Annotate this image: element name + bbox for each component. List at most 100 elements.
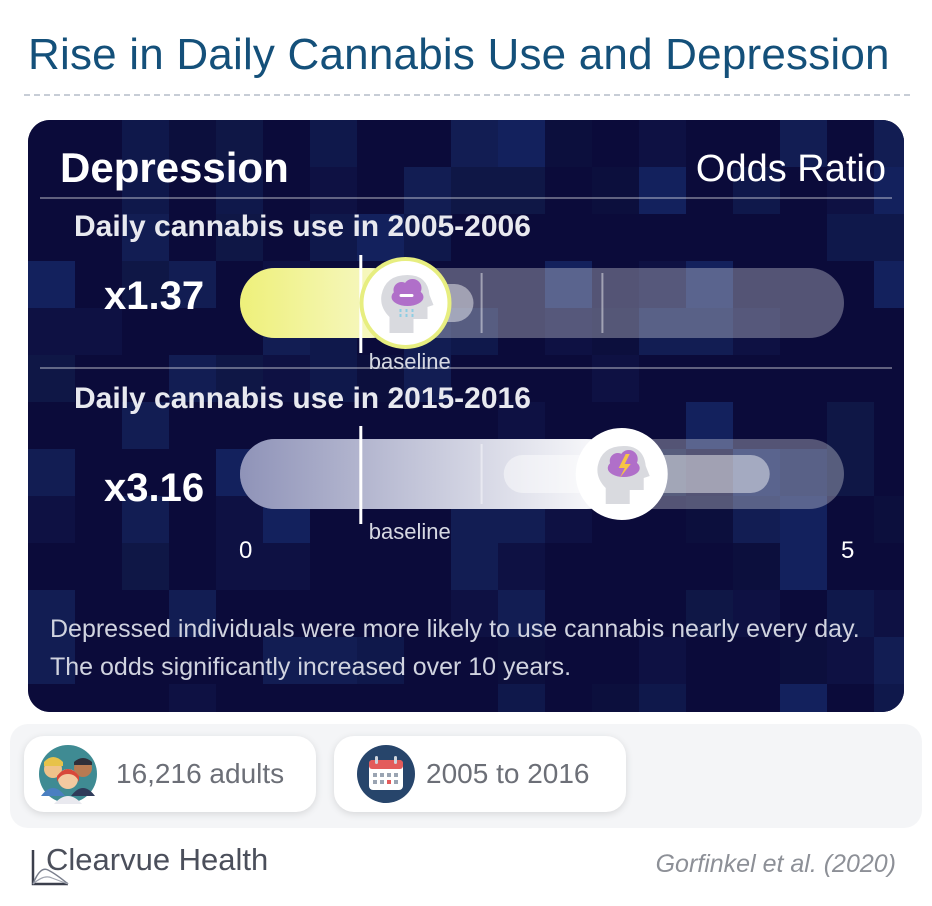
- background-tile: [122, 261, 169, 308]
- background-tile: [592, 355, 639, 402]
- background-tile: [357, 637, 404, 684]
- background-tile: [404, 214, 451, 261]
- background-tile: [639, 120, 686, 167]
- background-tile: [451, 590, 498, 637]
- background-tile: [686, 590, 733, 637]
- background-tile: [75, 308, 122, 355]
- background-tile: [733, 449, 780, 496]
- background-tile: [733, 496, 780, 543]
- background-tile: [827, 637, 874, 684]
- background-tile: [28, 308, 75, 355]
- background-tile: [310, 355, 357, 402]
- background-tile: [28, 590, 75, 637]
- background-tile: [310, 120, 357, 167]
- background-tile: [780, 449, 827, 496]
- background-tile: [874, 261, 904, 308]
- background-tile: [122, 543, 169, 590]
- background-tile: [169, 355, 216, 402]
- background-tile: [827, 214, 874, 261]
- metric-label: Odds Ratio: [695, 148, 886, 190]
- citation: Gorfinkel et al. (2020): [655, 850, 896, 878]
- background-tile: [122, 402, 169, 449]
- background-tile: [451, 120, 498, 167]
- title-divider: [24, 94, 910, 96]
- background-tile: [592, 684, 639, 712]
- background-tile: [169, 261, 216, 308]
- date-range-chip: 2005 to 2016: [334, 736, 626, 812]
- background-tile: [874, 496, 904, 543]
- date-range-label: 2005 to 2016: [426, 758, 590, 789]
- background-tile: [780, 684, 827, 712]
- background-tile: [310, 637, 357, 684]
- background-tile: [122, 120, 169, 167]
- background-tile: [122, 214, 169, 261]
- head-rain-cloud-icon: [359, 257, 452, 349]
- background-tile: [639, 308, 686, 355]
- background-tile: [686, 402, 733, 449]
- background-tile: [404, 355, 451, 402]
- background-tile: [686, 308, 733, 355]
- background-tile: [874, 590, 904, 637]
- background-tile: [874, 120, 904, 167]
- background-tile: [216, 167, 263, 214]
- background-tile: [498, 590, 545, 637]
- background-tile: [122, 496, 169, 543]
- background-tile: [498, 684, 545, 712]
- background-tile: [639, 684, 686, 712]
- background-tile: [216, 355, 263, 402]
- background-tile: [122, 167, 169, 214]
- brand-mark-icon: [31, 850, 69, 886]
- chart-title: Depression: [60, 144, 289, 191]
- background-tile: [733, 167, 780, 214]
- background-tile: [310, 167, 357, 214]
- value-label-1: x1.37: [104, 274, 205, 318]
- x-tick-label-max: 5: [841, 537, 855, 564]
- background-tile: [780, 637, 827, 684]
- baseline-label-1: baseline: [368, 349, 451, 374]
- header-divider: [40, 197, 892, 199]
- background-tile: [169, 590, 216, 637]
- panel-background: [28, 120, 904, 712]
- sample-size-chip: 16,216 adults: [24, 736, 316, 812]
- calendar-icon: [357, 745, 415, 803]
- background-tile: [827, 449, 874, 496]
- background-tile: [28, 637, 75, 684]
- background-tile: [357, 214, 404, 261]
- category-label-1: Daily cannabis use in 2005-2006: [74, 210, 531, 243]
- background-tile: [686, 496, 733, 543]
- cloud-stripe: [399, 294, 414, 297]
- bar: [240, 439, 622, 509]
- chart-panel: Depression Odds Ratio Daily cannabis use…: [28, 120, 904, 712]
- background-tile: [874, 214, 904, 261]
- background-tile: [545, 261, 592, 308]
- brand-name: Clearvue Health: [46, 842, 269, 877]
- background-tile: [451, 543, 498, 590]
- row-divider: [40, 367, 892, 369]
- background-tile: [28, 496, 75, 543]
- category-label-2: Daily cannabis use in 2015-2016: [74, 382, 531, 415]
- background-tile: [216, 543, 263, 590]
- background-tile: [169, 684, 216, 712]
- background-tile: [639, 637, 686, 684]
- background-tile: [639, 167, 686, 214]
- chart-caption: Depressed individuals were more likely t…: [50, 615, 860, 681]
- background-tile: [216, 496, 263, 543]
- background-tile: [28, 449, 75, 496]
- background-tile: [639, 261, 686, 308]
- background-tile: [827, 402, 874, 449]
- background-tile: [874, 684, 904, 712]
- background-tile: [874, 637, 904, 684]
- background-tile: [733, 590, 780, 637]
- baseline-label-2: baseline: [368, 519, 451, 544]
- background-tile: [310, 214, 357, 261]
- background-tile: [498, 167, 545, 214]
- background-tile: [498, 120, 545, 167]
- background-tile: [827, 590, 874, 637]
- background-tile: [498, 543, 545, 590]
- background-tile: [404, 167, 451, 214]
- background-tile: [780, 543, 827, 590]
- background-tile: [263, 355, 310, 402]
- lightning-bolt: [618, 454, 631, 478]
- background-tile: [451, 308, 498, 355]
- background-tile: [216, 120, 263, 167]
